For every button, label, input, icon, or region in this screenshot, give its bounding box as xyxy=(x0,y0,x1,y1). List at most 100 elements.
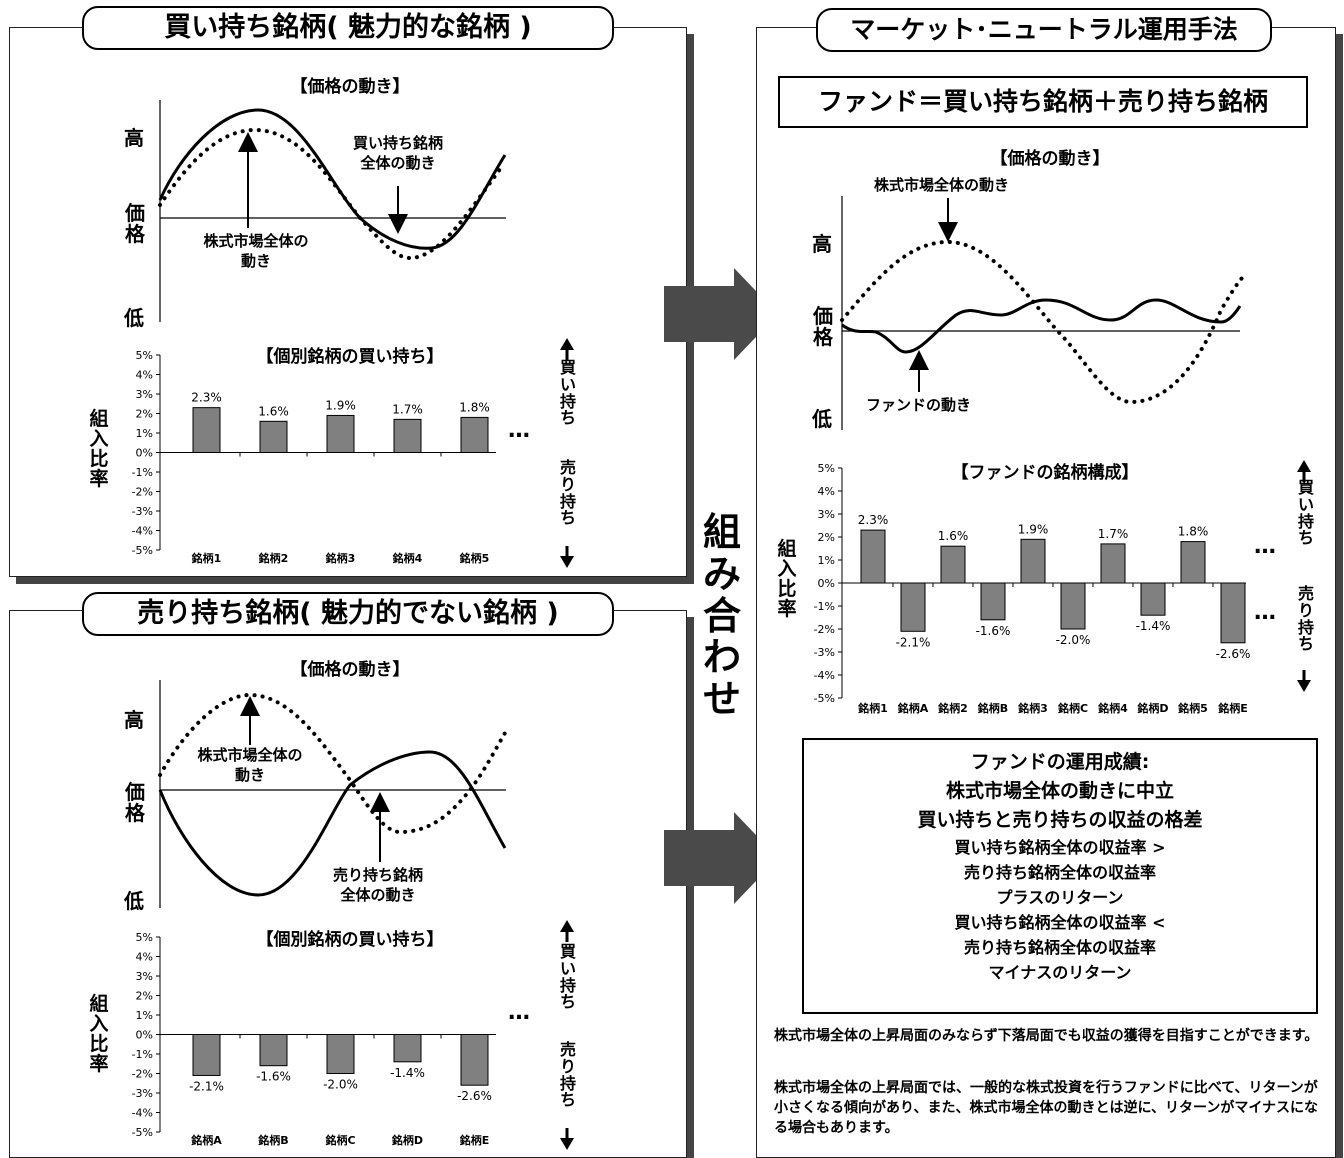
sell-side-sell: 売り持ち xyxy=(559,1040,576,1110)
mn-axis-price: 価格 xyxy=(813,304,833,349)
formula-box: ファンド＝買い持ち銘柄＋売り持ち銘柄 xyxy=(778,76,1308,128)
mn-ellipsis-buy: … xyxy=(1254,534,1276,559)
bar xyxy=(259,420,288,453)
sell-axis-low: 低 xyxy=(124,889,144,913)
bar-value-label: 1.7% xyxy=(1098,527,1129,541)
mn-ellipsis-sell: … xyxy=(1254,600,1276,625)
mn-side-sell: 売り持ち xyxy=(1297,584,1314,654)
bar-value-label: 1.7% xyxy=(392,402,423,416)
category-label: 銘柄3 xyxy=(1018,701,1048,715)
bar-value-label: -2.6% xyxy=(457,1089,492,1103)
y-tick-label: 2% xyxy=(136,408,153,421)
bar-value-label: 1.9% xyxy=(1018,522,1049,536)
up-arrow-icon xyxy=(560,920,574,932)
sell-ylabel: 組入比率 xyxy=(89,993,109,1075)
buy-market-line xyxy=(158,127,505,261)
buy-ann-market: 株式市場全体の 動き xyxy=(203,232,309,270)
bar-value-label: -1.6% xyxy=(256,1070,291,1084)
bar xyxy=(192,407,221,453)
up-arrow-icon xyxy=(560,338,574,350)
perf-line-1: ファンドの運用成績: xyxy=(970,751,1150,773)
perf-line-5: 売り持ち銘柄全体の収益率 xyxy=(963,863,1156,882)
mn-side-buy: 買い持ち xyxy=(1297,478,1314,548)
bar-value-label: 2.3% xyxy=(191,391,222,405)
y-tick-label: 2% xyxy=(136,990,153,1003)
bar-value-label: -2.1% xyxy=(189,1079,224,1093)
bar xyxy=(460,416,489,453)
bar xyxy=(1060,582,1086,630)
y-tick-label: -1% xyxy=(132,1048,153,1061)
sell-holdings-chart: 5% 4% 3% 2% 1% 0% -1% -2% -3% -4% -5% -2.1% 銘柄A -1.6%… xyxy=(132,931,496,1147)
y-tick-label: 3% xyxy=(818,508,835,521)
bar xyxy=(259,1034,288,1067)
category-label: 銘柄3 xyxy=(326,551,356,565)
y-tick-label: 4% xyxy=(818,485,835,498)
mn-market-line xyxy=(840,239,1244,405)
y-tick-label: 0% xyxy=(818,577,835,590)
category-label: 銘柄E xyxy=(1218,701,1248,715)
category-label: 銘柄B xyxy=(978,701,1008,715)
bar xyxy=(393,1034,422,1063)
y-tick-label: -2% xyxy=(132,486,153,499)
category-label: 銘柄2 xyxy=(938,701,968,715)
note-1: 株式市場全体の上昇局面のみならず下落局面でも収益の獲得を目指すことができます。 xyxy=(774,1028,1319,1044)
y-tick-label: -3% xyxy=(132,1087,153,1100)
sell-ann-market: 株式市場全体の 動き xyxy=(180,746,320,785)
y-tick-label: 1% xyxy=(818,554,835,567)
category-label: 銘柄B xyxy=(258,1133,288,1147)
mn-composition-chart: 5% 4% 3% 2% 1% 0% -1% -2% -3% -4% -5% 2.3% 銘柄1 -2.1% 銘… xyxy=(814,462,1251,715)
buy-price-chart xyxy=(158,100,507,322)
y-tick-label: -4% xyxy=(132,525,153,538)
category-label: 銘柄A xyxy=(898,701,929,715)
bar-value-label: 2.3% xyxy=(858,513,889,527)
bar xyxy=(1100,543,1126,584)
mn-ylabel: 組入比率 xyxy=(777,538,797,620)
buy-price-title: 【価格の動き】 xyxy=(290,77,410,97)
performance-box: ファンドの運用成績: 株式市場全体の動きに中立 買い持ちと売り持ちの収益の格差 … xyxy=(802,738,1318,1014)
buy-holdings-chart: 5% 4% 3% 2% 1% 0% -1% -2% -3% -4% -5% 2.3% 銘柄1 1.6% 銘柄… xyxy=(132,349,496,565)
note-2: 株式市場全体の上昇局面では、一般的な株式投資を行うファンドに比べて、リターンが小… xyxy=(774,1080,1319,1136)
category-label: 銘柄5 xyxy=(460,551,490,565)
y-tick-label: 0% xyxy=(136,447,153,460)
sell-market-line xyxy=(158,692,507,835)
buy-group-line xyxy=(158,108,507,250)
y-tick-label: 1% xyxy=(136,1009,153,1022)
buy-axis-low: 低 xyxy=(124,306,144,330)
bar xyxy=(1180,541,1206,584)
y-tick-label: -1% xyxy=(132,466,153,479)
sell-ellipsis: … xyxy=(508,1000,530,1025)
category-label: 銘柄D xyxy=(392,1133,423,1147)
combine-label: 組み合わせ xyxy=(702,510,741,722)
y-tick-label: 5% xyxy=(818,462,835,475)
bar xyxy=(1140,582,1166,616)
y-tick-label: -5% xyxy=(132,1126,153,1139)
buy-ann-group: 買い持ち銘柄 全体の動き xyxy=(352,134,443,172)
y-tick-label: -4% xyxy=(132,1107,153,1120)
category-label: 銘柄A xyxy=(191,1133,222,1147)
bar xyxy=(980,582,1006,621)
y-tick-label: -4% xyxy=(814,669,835,682)
mn-axis-high: 高 xyxy=(812,232,832,256)
buy-side-buy: 買い持ち xyxy=(559,358,576,428)
sell-price-chart xyxy=(158,680,507,908)
bar-value-label: 1.6% xyxy=(938,529,969,543)
sell-holdings-title: 【個別銘柄の買い持ち】 xyxy=(256,930,444,950)
mn-composition-title: 【ファンドの銘柄構成】 xyxy=(951,463,1139,483)
sell-axis-high: 高 xyxy=(124,708,144,732)
category-label: 銘柄1 xyxy=(858,701,888,715)
down-arrow-icon xyxy=(560,556,574,568)
mn-ann-fund: ファンドの動き xyxy=(866,396,972,414)
category-label: 銘柄C xyxy=(325,1133,355,1147)
category-label: 銘柄4 xyxy=(1098,701,1128,715)
bar xyxy=(860,529,886,584)
bar xyxy=(460,1034,489,1086)
bar-value-label: -1.4% xyxy=(390,1066,425,1080)
y-tick-label: 5% xyxy=(136,931,153,944)
bar xyxy=(192,1034,221,1076)
perf-line-8: 売り持ち銘柄全体の収益率 xyxy=(963,938,1156,957)
buy-axis-high: 高 xyxy=(124,126,144,150)
y-tick-label: -3% xyxy=(132,505,153,518)
sell-group-line xyxy=(158,750,507,897)
category-label: 銘柄C xyxy=(1058,701,1088,715)
bar-value-label: -1.6% xyxy=(976,624,1011,638)
